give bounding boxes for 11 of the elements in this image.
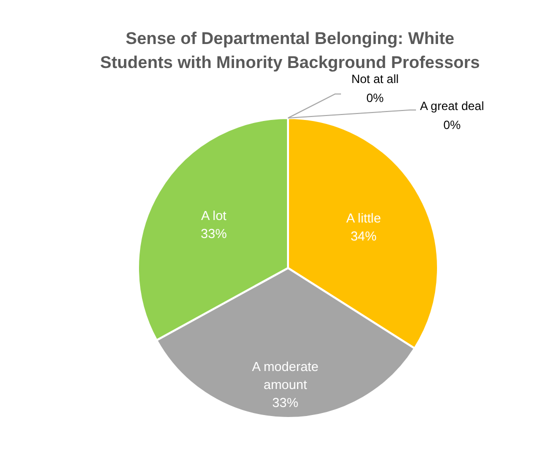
data-label: 33%	[272, 395, 299, 410]
category-label: A great deal	[420, 99, 484, 113]
text: 0%	[366, 91, 384, 105]
data-label: 34%	[350, 228, 378, 244]
category-label: Not at all	[351, 72, 399, 86]
slice-label: A little	[346, 210, 381, 226]
slice-label: A lot	[201, 208, 227, 224]
slice-label: A moderate amount	[252, 359, 319, 392]
data-label: 33%	[200, 226, 228, 242]
chart-title: Sense of Departmental Belonging: White Students with Minority Background Professors	[100, 29, 480, 72]
text: 0%	[443, 118, 461, 132]
